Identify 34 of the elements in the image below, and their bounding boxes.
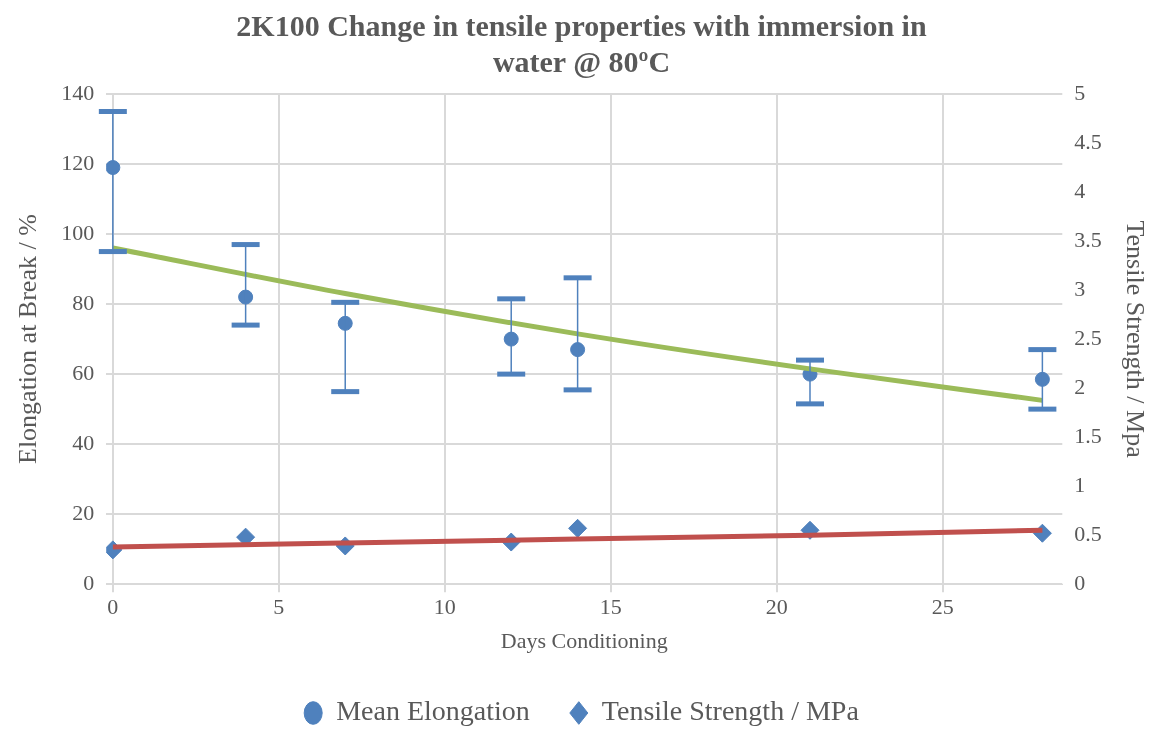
point: [570, 342, 586, 358]
point: [238, 289, 254, 305]
x-tick-label: 0: [107, 594, 119, 620]
x-axis-title: Days Conditioning: [500, 627, 668, 653]
y-tick-label: 140: [61, 79, 95, 105]
point: [1034, 371, 1050, 387]
chart-title: 2K100 Change in tensile properties with immersion in water @ 80ºC: [236, 8, 927, 78]
y-tick-label: 0: [83, 569, 95, 595]
y-tick-label: 40: [72, 429, 95, 455]
x-tick-label: 20: [765, 594, 788, 620]
y2-tick-label: 3: [1074, 275, 1086, 301]
y2-tick-label: 0: [1074, 569, 1086, 595]
y-tick-label: 80: [72, 289, 95, 315]
y-axis-title: Elongation at Break / %: [13, 214, 43, 465]
y2-axis-title: Tensile Strength / Mpa: [1120, 220, 1150, 459]
y-tick-label: 100: [61, 219, 95, 245]
y2-tick-label: 1: [1074, 471, 1086, 497]
y2-tick-label: 4.5: [1074, 128, 1102, 154]
y-tick-label: 60: [72, 359, 95, 385]
y2-tick-label: 4: [1074, 177, 1086, 203]
y2-tick-label: 2.5: [1074, 324, 1102, 350]
y-tick-label: 120: [61, 149, 95, 175]
x-tick-label: 5: [273, 594, 285, 620]
legend-label: Tensile Strength / MPa: [601, 695, 860, 727]
y2-tick-label: 3.5: [1074, 226, 1102, 252]
legend-label: Mean Elongation: [336, 695, 530, 727]
x-tick-label: 25: [931, 594, 954, 620]
y2-tick-label: 0.5: [1074, 520, 1102, 546]
y2-tick-label: 1.5: [1074, 422, 1102, 448]
y-tick-label: 20: [72, 499, 95, 525]
x-tick-label: 15: [599, 594, 622, 620]
x-tick-label: 10: [433, 594, 456, 620]
y2-tick-label: 2: [1074, 373, 1086, 399]
y2-tick-label: 5: [1074, 79, 1086, 105]
